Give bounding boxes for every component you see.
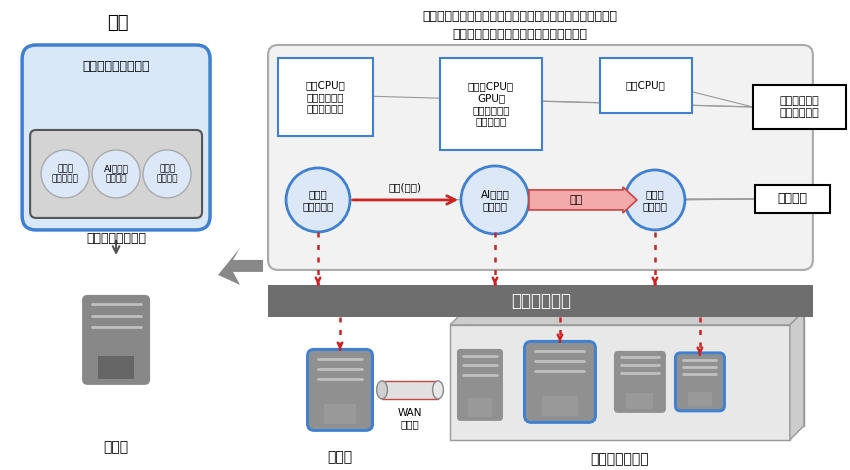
Bar (753, 85, 846, 129)
Bar (278, 58, 373, 136)
Bar (440, 58, 542, 150)
Bar (324, 404, 356, 424)
Circle shape (143, 150, 191, 198)
Bar (99, 356, 133, 379)
Bar (382, 381, 438, 399)
Bar (600, 58, 692, 113)
Text: 通常CPU要: 通常CPU要 (626, 80, 666, 90)
Ellipse shape (377, 381, 388, 399)
FancyBboxPatch shape (309, 351, 371, 429)
Bar (688, 392, 711, 406)
Text: 高性能CPU要
GPU要
ハードウェア
デコーダ要: 高性能CPU要 GPU要 ハードウェア デコーダ要 (468, 82, 514, 126)
Bar (468, 398, 492, 416)
FancyBboxPatch shape (30, 130, 202, 218)
Bar (755, 185, 830, 213)
FancyBboxPatch shape (22, 45, 210, 230)
Text: 自動配備設計: 自動配備設計 (511, 292, 571, 310)
Text: AIによる
解析処理: AIによる 解析処理 (104, 164, 128, 184)
Text: リソース要件
パラメーター: リソース要件 パラメーター (779, 96, 819, 118)
Bar (464, 311, 804, 426)
Text: データセンター: データセンター (591, 452, 649, 466)
Text: 映像: 映像 (570, 195, 582, 205)
Circle shape (41, 150, 89, 198)
FancyBboxPatch shape (457, 349, 503, 421)
Text: エッジ: エッジ (104, 440, 128, 454)
Text: 従来: 従来 (107, 14, 129, 32)
Circle shape (92, 150, 140, 198)
Bar (382, 381, 438, 399)
Polygon shape (790, 311, 804, 440)
Text: コンテナ: コンテナ (778, 192, 807, 205)
Text: 今回：コンテナ化した各処理をエッジとデータセンターの: 今回：コンテナ化した各処理をエッジとデータセンターの (422, 10, 617, 23)
Polygon shape (450, 311, 804, 325)
Bar (542, 396, 578, 416)
FancyBboxPatch shape (614, 351, 666, 413)
Text: 個別インストール: 個別インストール (86, 232, 146, 245)
FancyBboxPatch shape (268, 45, 813, 270)
FancyBboxPatch shape (526, 343, 594, 421)
Text: エッジ: エッジ (327, 450, 353, 464)
Text: 後処理
（表示）: 後処理 （表示） (156, 164, 178, 184)
Text: AIによる
解析処理: AIによる 解析処理 (480, 189, 509, 211)
Text: 実環境上に性能要件にあわせて自動配備: 実環境上に性能要件にあわせて自動配備 (452, 28, 587, 41)
Circle shape (286, 168, 350, 232)
Text: 後処理
（表示）: 後処理 （表示） (643, 189, 667, 211)
Circle shape (625, 170, 685, 230)
Bar (268, 285, 813, 317)
Text: WAN
狭帯域: WAN 狭帯域 (398, 408, 422, 430)
Text: 前処理
（色調整）: 前処理 （色調整） (52, 164, 78, 184)
Text: 映像(圧縮): 映像(圧縮) (388, 182, 422, 192)
Text: 前処理
（色調整）: 前処理 （色調整） (303, 189, 334, 211)
Text: 一連の映像解析処理: 一連の映像解析処理 (82, 60, 150, 73)
Ellipse shape (433, 381, 444, 399)
Polygon shape (218, 248, 263, 285)
FancyArrow shape (529, 187, 637, 213)
Text: 通常CPU要
ハードウェア
エンコーダ要: 通常CPU要 ハードウェア エンコーダ要 (306, 80, 345, 114)
Circle shape (461, 166, 529, 234)
FancyBboxPatch shape (677, 354, 722, 409)
Bar (450, 325, 790, 440)
FancyBboxPatch shape (82, 295, 150, 385)
Bar (626, 393, 654, 409)
